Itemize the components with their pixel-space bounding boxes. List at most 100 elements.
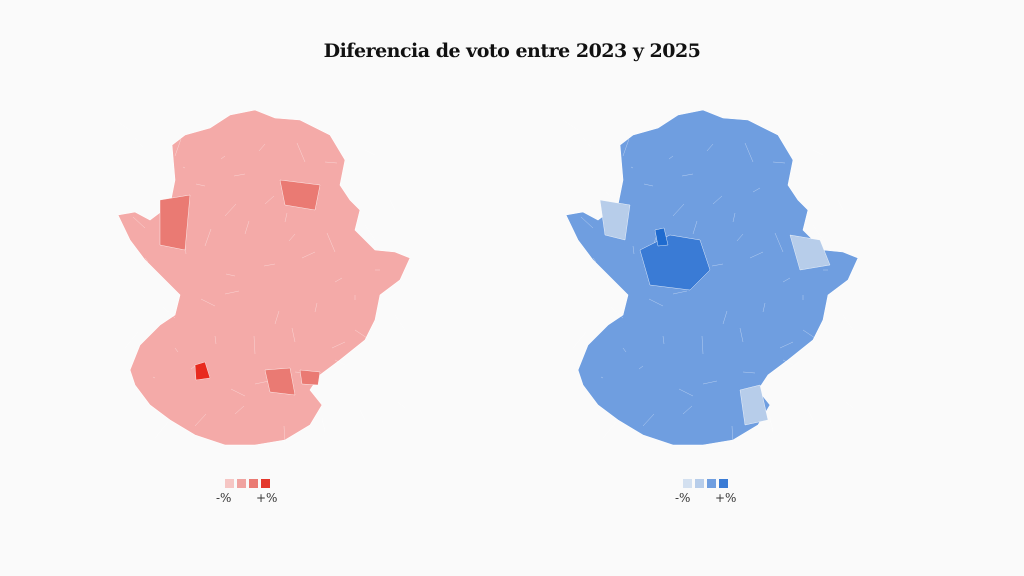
municipality-border <box>592 257 597 263</box>
municipality <box>599 199 631 241</box>
municipality-border <box>742 371 756 374</box>
municipality-border <box>622 138 630 157</box>
municipality <box>194 361 211 381</box>
municipality-border <box>114 119 131 131</box>
municipality-border <box>144 257 149 263</box>
municipality-border <box>610 306 624 319</box>
municipality-border <box>253 335 256 355</box>
municipality-border <box>749 251 764 259</box>
municipality-border <box>845 401 854 409</box>
municipality-border <box>842 314 854 331</box>
municipality <box>789 234 831 271</box>
municipality-border <box>722 310 728 325</box>
municipality-border <box>194 413 207 427</box>
municipality-border <box>632 245 635 255</box>
municipality-border <box>230 388 246 397</box>
municipality-border <box>224 290 240 295</box>
municipality <box>264 367 296 396</box>
municipality-border <box>195 183 206 187</box>
municipality <box>654 227 669 247</box>
municipality-border <box>630 166 634 169</box>
municipality-border <box>643 183 654 187</box>
legend-swatch <box>707 479 716 488</box>
municipality-border <box>602 421 617 439</box>
municipality-border <box>174 347 179 353</box>
municipality-border <box>174 138 182 157</box>
municipality-border <box>762 302 766 313</box>
map-left-party-change <box>114 109 411 446</box>
municipality-border <box>648 298 664 307</box>
municipality-border <box>772 161 786 164</box>
municipality-border <box>668 155 674 160</box>
municipality-border <box>394 314 406 331</box>
municipality <box>739 384 769 426</box>
legend-swatch <box>225 479 234 488</box>
municipality-border <box>732 212 736 223</box>
region-outline <box>565 109 859 446</box>
legend-swatch <box>695 479 704 488</box>
municipality-border <box>124 331 139 349</box>
municipality-border <box>711 263 724 267</box>
municipality-border <box>744 142 754 163</box>
municipality-border <box>802 329 819 341</box>
municipality-border <box>397 401 406 409</box>
municipality-border <box>321 417 326 433</box>
municipality-border <box>296 142 306 163</box>
municipality-border <box>774 232 784 253</box>
municipality-border <box>701 335 704 355</box>
municipality-border <box>782 277 791 283</box>
municipality-border <box>284 212 288 223</box>
municipality-border <box>572 331 587 349</box>
municipality-border <box>692 220 698 235</box>
municipality-border <box>264 195 275 205</box>
municipality <box>279 179 321 211</box>
legend-swatch <box>249 479 258 488</box>
legend-swatch <box>683 479 692 488</box>
municipality-border <box>706 143 714 152</box>
municipality-border <box>314 302 318 313</box>
municipality-border <box>162 306 176 319</box>
municipality-border <box>190 365 196 370</box>
legend-left-max: +% <box>256 491 278 505</box>
municipality-border <box>582 137 592 148</box>
municipality <box>299 369 321 386</box>
municipality <box>639 234 711 291</box>
municipality-border <box>214 335 217 345</box>
municipality-border <box>389 199 396 211</box>
municipality-border <box>364 149 376 156</box>
municipality-border <box>812 224 824 241</box>
municipality-border <box>662 335 665 345</box>
legend-right-max: +% <box>715 491 737 505</box>
municipality <box>159 194 191 251</box>
municipality-border <box>807 409 814 421</box>
municipality-border <box>769 417 774 433</box>
municipality-border <box>837 199 844 211</box>
municipality-border <box>224 203 237 217</box>
legend-swatch <box>237 479 246 488</box>
municipality-border <box>600 376 604 379</box>
municipality-border <box>204 228 212 247</box>
municipality-border <box>154 421 169 439</box>
municipality-border <box>731 425 734 445</box>
municipality-border <box>562 119 579 131</box>
municipality-border <box>254 380 270 385</box>
municipality-border <box>331 341 346 349</box>
legend-left-min: -% <box>216 491 232 505</box>
municipality-border <box>132 216 146 229</box>
municipality-border <box>779 341 794 349</box>
municipality-border <box>364 224 376 241</box>
municipality-border <box>702 380 718 385</box>
municipality-border <box>220 155 226 160</box>
municipality-border <box>334 359 346 366</box>
municipality-border <box>580 216 594 229</box>
legend-left <box>225 479 270 488</box>
municipality-border <box>244 220 250 235</box>
municipality-border <box>134 137 144 148</box>
municipality-border <box>291 327 296 343</box>
municipality-border <box>326 232 336 253</box>
municipality-border <box>301 251 316 259</box>
municipality-border <box>152 376 156 379</box>
municipality-border <box>258 143 266 152</box>
municipality-border <box>712 195 723 205</box>
